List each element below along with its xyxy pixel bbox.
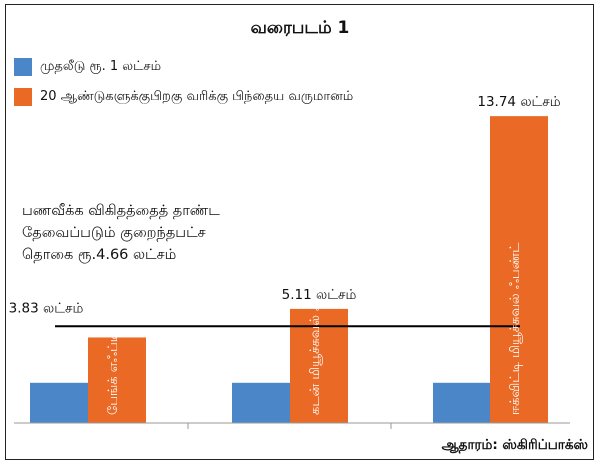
bar-returns-1	[88, 337, 146, 423]
legend-label-returns: 20 ஆண்டுகளுக்குபிறகு வரிக்கு பிந்தைய வரு…	[40, 89, 354, 104]
data-label-3: 13.74 லட்சம்	[477, 94, 560, 110]
data-label-1: 3.83 லட்சம்	[9, 300, 84, 316]
data-label-2: 5.11 லட்சம்	[282, 287, 357, 303]
source-note: ஆதாரம்: ஸ்கிரிப்பாக்ஸ்	[441, 437, 588, 453]
bar-investment-3	[433, 382, 491, 423]
threshold-note-line-2: தேவைப்படும் குறைந்தபட்ச	[22, 225, 206, 241]
bar-investment-2	[232, 382, 290, 423]
bar-returns-3	[490, 116, 548, 423]
threshold-note-line-3: தொகை ரூ.4.66 லட்சம்	[22, 247, 177, 263]
legend-item-returns: 20 ஆண்டுகளுக்குபிறகு வரிக்கு பிந்தைய வரு…	[14, 86, 353, 108]
legend-item-investment: முதலீடு ரூ. 1 லட்சம்	[14, 56, 161, 78]
bar-returns-2	[290, 308, 348, 423]
legend-swatch-blue	[14, 58, 32, 76]
bar-investment-1	[30, 382, 88, 423]
category-label-1: பேங்க் எஃப்டி	[106, 331, 121, 415]
chart-title: வரைபடம் 1	[250, 18, 350, 38]
threshold-note: பணவீக்க விகிதத்தைத் தாண்ட தேவைப்படும் கு…	[22, 200, 220, 266]
legend-label-investment: முதலீடு ரூ. 1 லட்சம்	[40, 59, 162, 74]
category-label-3: ஈக்விட்டி மியூச்சுவல் ஃபண்ட்	[508, 242, 523, 415]
legend-swatch-orange	[14, 88, 32, 106]
category-label-2: கடன் மியூச்சுவல் ஃபண்ட்	[308, 263, 323, 415]
threshold-note-line-1: பணவீக்க விகிதத்தைத் தாண்ட	[22, 203, 220, 219]
